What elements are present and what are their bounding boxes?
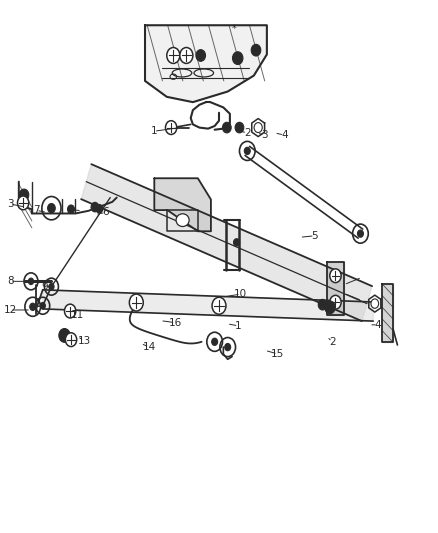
Text: 12: 12	[4, 305, 17, 315]
Circle shape	[244, 147, 250, 155]
Circle shape	[91, 203, 99, 212]
Circle shape	[357, 230, 364, 237]
Text: *: *	[232, 24, 237, 34]
Polygon shape	[382, 284, 393, 342]
Text: 4: 4	[374, 320, 381, 330]
Circle shape	[212, 338, 218, 345]
Ellipse shape	[176, 214, 189, 227]
Circle shape	[19, 189, 29, 201]
Circle shape	[251, 44, 261, 56]
Text: 16: 16	[169, 318, 182, 328]
Circle shape	[129, 294, 143, 311]
Circle shape	[212, 297, 226, 314]
Polygon shape	[154, 178, 211, 231]
Text: 7: 7	[33, 205, 39, 215]
Circle shape	[325, 301, 335, 314]
Text: 5: 5	[311, 231, 318, 241]
Text: 15: 15	[271, 349, 284, 359]
Circle shape	[67, 205, 74, 214]
Circle shape	[223, 122, 231, 133]
Text: 14: 14	[143, 342, 156, 352]
Circle shape	[30, 303, 36, 310]
Polygon shape	[81, 164, 372, 321]
Circle shape	[49, 284, 54, 290]
Circle shape	[18, 196, 29, 210]
Polygon shape	[327, 262, 344, 316]
Text: 6: 6	[102, 207, 109, 217]
Circle shape	[235, 122, 244, 133]
Circle shape	[180, 47, 193, 63]
Circle shape	[196, 50, 205, 61]
Text: 3: 3	[7, 199, 14, 209]
Polygon shape	[42, 290, 374, 321]
Circle shape	[40, 303, 46, 309]
Polygon shape	[145, 25, 267, 102]
Circle shape	[254, 123, 262, 133]
Text: 10: 10	[234, 289, 247, 299]
Circle shape	[65, 333, 77, 346]
Circle shape	[59, 328, 70, 342]
Text: 8: 8	[7, 276, 14, 286]
Circle shape	[166, 120, 177, 134]
Circle shape	[167, 47, 180, 63]
Circle shape	[371, 299, 378, 308]
Text: 4: 4	[281, 130, 288, 140]
Circle shape	[233, 239, 240, 246]
Circle shape	[96, 205, 103, 213]
Circle shape	[318, 300, 327, 310]
Circle shape	[28, 278, 34, 285]
Text: 2: 2	[329, 337, 336, 347]
Text: 9: 9	[42, 281, 48, 292]
Text: 3: 3	[261, 130, 268, 140]
Text: 11: 11	[71, 310, 84, 320]
Circle shape	[48, 204, 55, 213]
Text: 1: 1	[235, 321, 242, 331]
Circle shape	[330, 269, 341, 282]
Circle shape	[225, 343, 231, 351]
Circle shape	[330, 295, 341, 309]
Circle shape	[233, 52, 243, 64]
Text: 1: 1	[150, 126, 157, 136]
Text: 2: 2	[244, 128, 251, 138]
Text: 13: 13	[78, 336, 91, 346]
Circle shape	[64, 304, 76, 318]
